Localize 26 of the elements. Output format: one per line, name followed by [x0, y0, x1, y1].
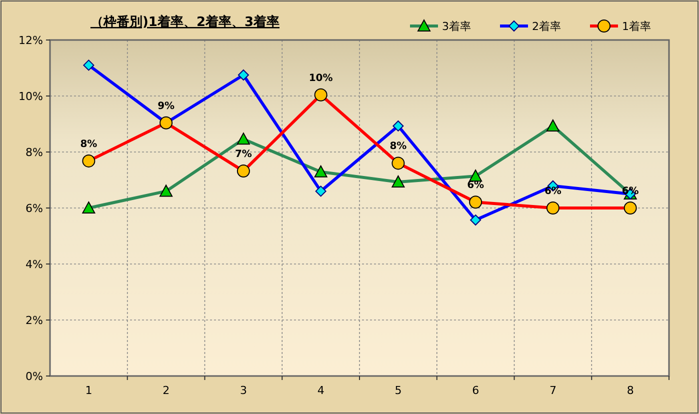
y-tick-label: 8% [26, 146, 43, 159]
x-tick-label: 4 [317, 384, 324, 397]
legend-label: 1着率 [622, 20, 651, 33]
data-label: 6% [544, 186, 562, 197]
data-label: 8% [390, 141, 407, 152]
data-label: 9% [158, 100, 175, 112]
y-tick-label: 2% [26, 314, 43, 327]
legend-label: 2着率 [532, 20, 561, 33]
y-tick-label: 0% [26, 370, 43, 383]
data-label: 8% [80, 138, 98, 150]
chart-title: （枠番別)1着率、2着率、3着率 [90, 14, 280, 30]
x-tick-label: 3 [240, 384, 247, 397]
x-tick-label: 2 [162, 384, 170, 397]
x-tick-label: 7 [549, 384, 556, 397]
data-label: 7% [234, 149, 252, 160]
y-tick-label: 4% [26, 258, 43, 271]
x-tick-label: 6 [472, 384, 480, 397]
data-label: 6% [622, 186, 639, 197]
y-tick-label: 6% [26, 202, 43, 215]
x-tick-label: 8 [626, 384, 634, 397]
y-tick-label: 12% [18, 34, 43, 47]
y-tick-label: 10% [18, 90, 43, 103]
x-tick-label: 1 [85, 384, 92, 397]
legend-label: 3着率 [442, 20, 471, 33]
x-tick-label: 5 [394, 384, 402, 397]
data-label: 10% [308, 72, 333, 84]
